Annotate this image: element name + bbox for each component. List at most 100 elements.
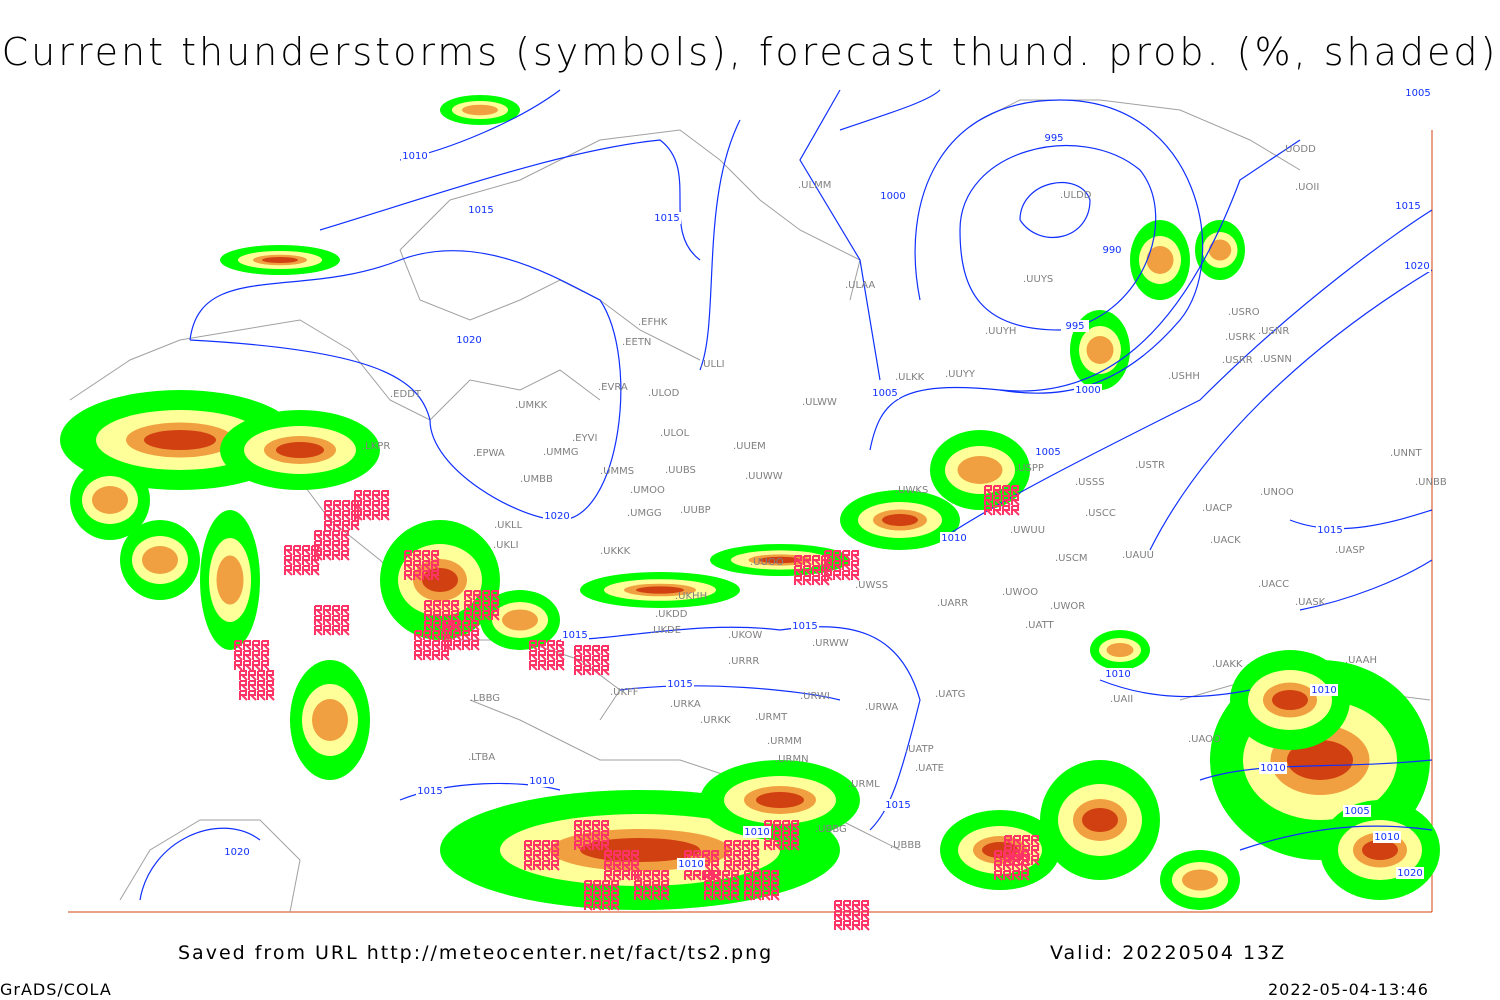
thunderstorm-symbol-icon [433, 600, 442, 611]
station-label: .UAOO [1188, 734, 1221, 745]
thunderstorm-symbol-icon [842, 550, 851, 561]
isobar-label-bg [543, 510, 571, 522]
thunderstorm-symbol-icon [432, 640, 441, 651]
thunderstorm-symbol-icon [314, 615, 323, 626]
station-label: .UATE [915, 763, 944, 774]
thunderstorm-symbol-icon [482, 610, 491, 621]
isobar-label: 1005 [1035, 447, 1060, 458]
station-label-group: .UATE [915, 763, 944, 774]
station-label-group: .UATG [935, 689, 965, 700]
station-label-group: .URRR [728, 656, 759, 667]
station-label-group: .UAII [1110, 694, 1133, 705]
station-label-group: .ULKK [895, 372, 925, 383]
thunderstorm-symbol-icon [731, 890, 740, 901]
thunderstorm-symbol-icon [482, 600, 491, 611]
thunderstorm-symbol-icon [413, 550, 422, 561]
thunderstorm-symbol-icon [261, 640, 270, 651]
thunderstorm-symbol-icon [293, 555, 302, 566]
thunderstorm-symbol-icon [341, 540, 350, 551]
station-label: .UATG [935, 689, 965, 700]
thunderstorm-symbol-icon [742, 850, 751, 861]
station-label-group: .URML [848, 779, 880, 790]
isobar-label-bg [416, 785, 444, 797]
station-label: .UKDD [655, 609, 688, 620]
prob-shade-high [1182, 869, 1218, 891]
station-label-group: .URWW [812, 638, 849, 649]
thunderstorm-symbol-icon [634, 870, 643, 881]
isobar-label-group: 1020 [223, 846, 251, 858]
isobar-label-bg [653, 212, 681, 224]
thunderstorm-symbol-icon [324, 510, 333, 521]
prob-shade-high [957, 456, 1003, 484]
thunderstorm-symbol-icon [234, 640, 243, 651]
thunderstorm-symbol-icon [824, 570, 833, 581]
isobar-label: 1010 [1374, 832, 1399, 843]
thunderstorm-symbol-icon [643, 890, 652, 901]
thunderstorm-symbol-icon [611, 900, 620, 911]
thunderstorm-symbol-icon [556, 640, 565, 651]
thunderstorm-symbol-icon [771, 890, 780, 901]
isobar-label: 1000 [880, 191, 905, 202]
station-label: .UWOO [1002, 587, 1038, 598]
station-label-group: .UAOO [1188, 734, 1221, 745]
thunderstorm-symbol-icon [1012, 870, 1021, 881]
thunderstorm-symbol-icon [314, 605, 323, 616]
isobar-label-bg [940, 532, 968, 544]
thunderstorm-symbols [234, 485, 1040, 931]
isobar-label-group: 1015 [1394, 200, 1422, 212]
isobar-label-group: 1000 [879, 190, 907, 202]
isobar-label-group: 1015 [1316, 524, 1344, 536]
isobar-label: 995 [1065, 321, 1084, 332]
thunderstorm-symbol-icon [1031, 845, 1040, 856]
station-label: .URMT [755, 712, 788, 723]
thunderstorm-symbol-icon [293, 565, 302, 576]
thunderstorm-symbol-icon [491, 600, 500, 611]
thunderstorm-symbol-icon [311, 555, 320, 566]
prob-shade-very-high [1362, 840, 1398, 860]
thunderstorm-symbol-icon [239, 670, 248, 681]
thunderstorm-symbol-icon [622, 850, 631, 861]
thunderstorm-symbol-icon [473, 610, 482, 621]
station-label-group: .UASP [1335, 545, 1365, 556]
thunderstorm-symbol-icon [404, 560, 413, 571]
thunderstorm-symbol-icon [542, 850, 551, 861]
thunderstorm-symbol-icon [744, 880, 753, 891]
thunderstorm-symbol-icon [471, 620, 480, 631]
station-label: .ULDD [1060, 190, 1092, 201]
source-url-text: Saved from URL http://meteocenter.net/fa… [178, 942, 774, 964]
thunderstorm-symbol-icon [284, 555, 293, 566]
thunderstorm-symbol-icon [524, 860, 533, 871]
thunderstorm-symbol-icon [453, 630, 462, 641]
thunderstorm-symbol-icon [994, 850, 1003, 861]
station-label: .UMMG [543, 447, 579, 458]
coastline-segment [399, 129, 861, 301]
thunderstorm-symbol-icon [861, 900, 870, 911]
thunderstorm-symbol-icon [442, 610, 451, 621]
thunderstorm-symbol-icon [266, 690, 275, 701]
valid-time: Valid: 20220504 13Z [1050, 942, 1287, 964]
thunderstorm-symbol-icon [762, 880, 771, 891]
isobar-line [1299, 559, 1433, 611]
isobar-line [619, 685, 841, 701]
station-label-group: .UUYH [985, 326, 1016, 337]
station-label: .UMGG [627, 508, 662, 519]
station-label-group: .EPWA [473, 448, 505, 459]
station-label-group: .UOII [1295, 182, 1319, 193]
thunderstorm-symbol-icon [574, 665, 583, 676]
station-label: .UUYH [985, 326, 1016, 337]
software-credit: GrADS/COLA [0, 980, 112, 999]
isobar-label-bg [1259, 762, 1287, 774]
prob-shade-very-high [636, 586, 684, 594]
thunderstorm-symbol-icon [834, 920, 843, 931]
isobar-label: 1005 [1405, 88, 1430, 99]
isobar-line [139, 827, 261, 901]
thunderstorm-symbol-icon [464, 610, 473, 621]
station-label-group: .UATT [1025, 620, 1054, 631]
isobar-line [869, 139, 1301, 451]
isobar-label-group: 1005 [1404, 87, 1432, 99]
thunderstorm-symbol-icon [333, 520, 342, 531]
thunderstorm-symbol-icon [257, 680, 266, 691]
station-label-group: .LKPR [362, 441, 390, 452]
station-label-group: .URMM [767, 736, 802, 747]
station-labels: .EFHK .EETN .ULLI .EVRA .ULOD .EDDT .UMKK .EYVI… [362, 144, 1447, 851]
